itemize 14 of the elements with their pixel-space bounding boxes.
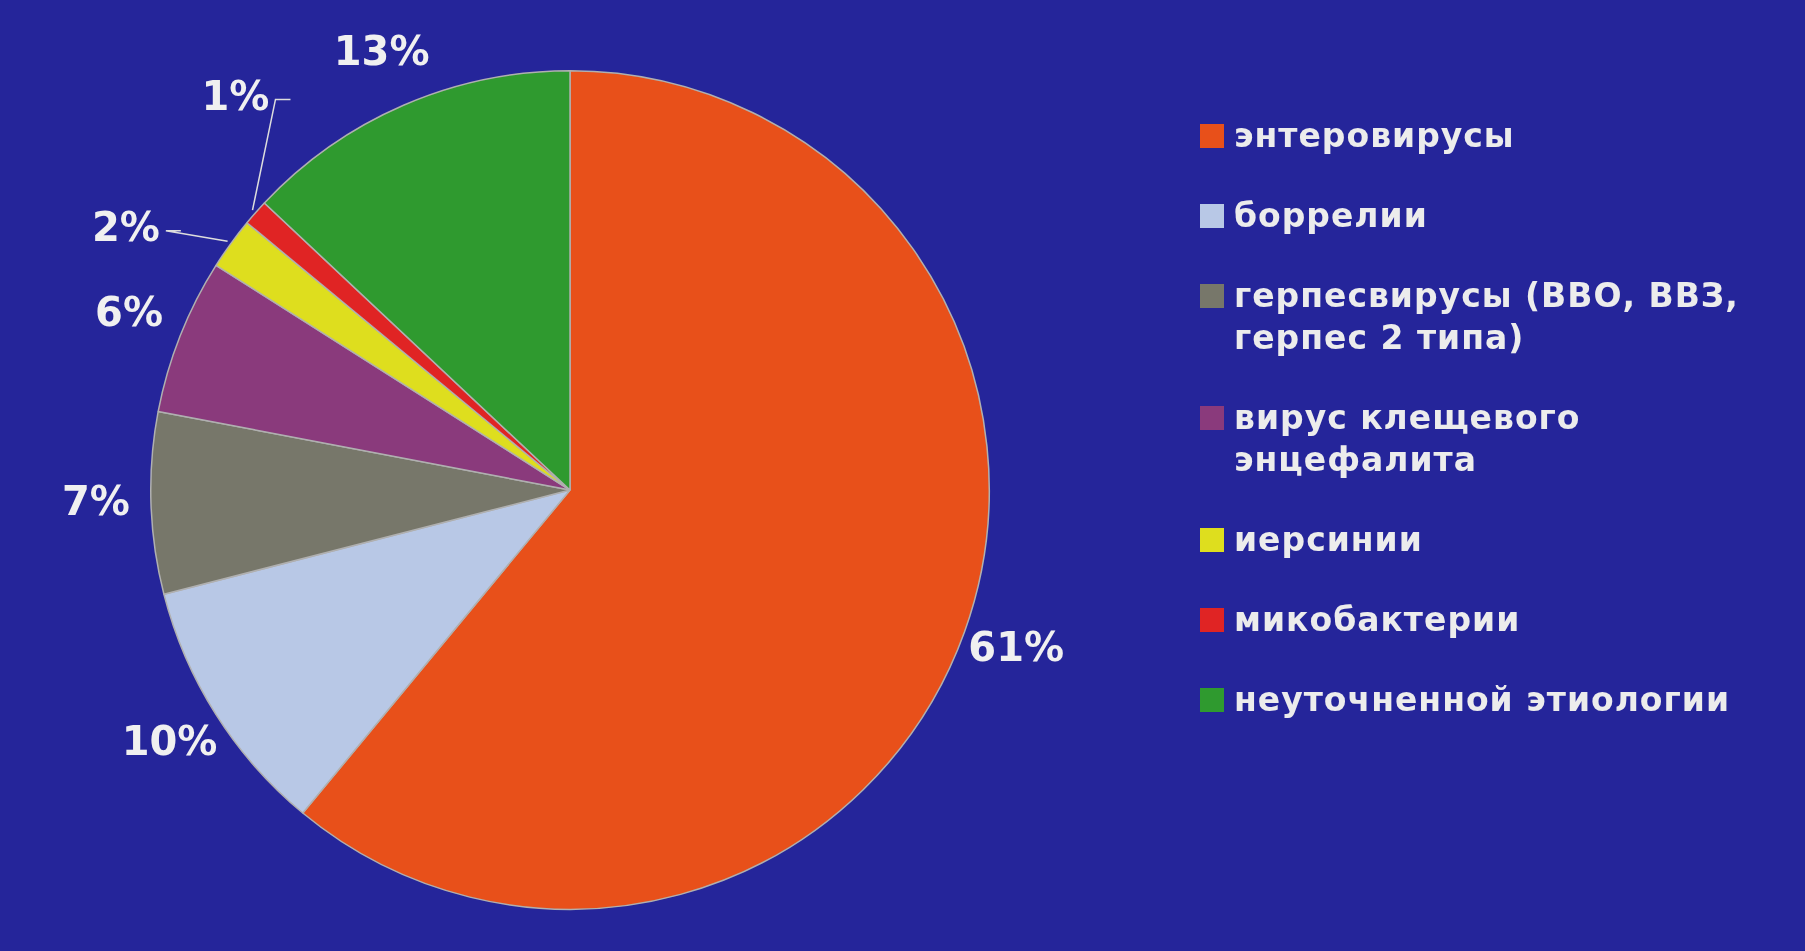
data-label: 2% [91,204,160,251]
legend-label: энтеровирусы [1234,115,1515,157]
data-label: 7% [62,478,130,525]
data-label: 13% [333,28,430,75]
legend-label: иерсинии [1234,519,1423,561]
data-label: 6% [95,288,164,335]
legend-label: вирус клещевого энцефалита [1234,397,1582,481]
legend-label: герпесвирусы (ВВО, ВВЗ, герпес 2 типа) [1234,275,1740,359]
data-label: 10% [121,717,218,764]
legend-label: неуточненной этиологии [1234,679,1731,721]
data-label: 1% [201,72,270,119]
legend-label: боррелии [1234,195,1428,237]
data-label: 61% [968,624,1065,671]
legend-label: микобактерии [1234,599,1521,641]
